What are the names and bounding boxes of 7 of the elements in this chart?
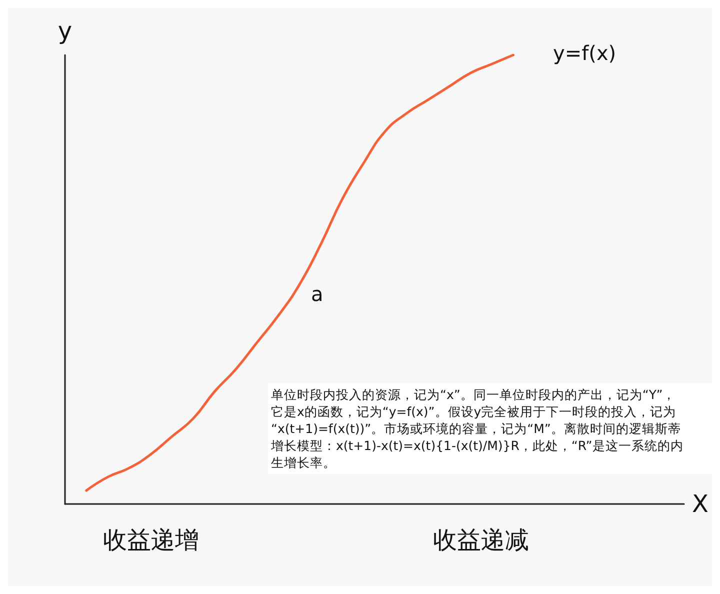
annotation: 单位时段内投入的资源，记为“x”。同一单位时段内的产出，记为“Y”，它是x的函数，记为“y=f(x)”。假设y完全被用于下一时段的投入，记为“x(t+1)=f(x(t))”。市场或环境的容量，记为“M”。离散时间的逻辑斯蒂增长模型：x(t+1)-x(t)=x(t){1-(x(t)/M)}R，此处，“R”是这一系统的内生增长率。 (270, 387, 684, 470)
text: 收益递增 (103, 526, 199, 554)
x-axis-title: X (692, 490, 708, 518)
annotation: a (311, 282, 324, 306)
y-axis-title: y (58, 17, 72, 45)
text: 收益递减 (433, 526, 529, 554)
annotation: y=f(x) (553, 41, 616, 65)
